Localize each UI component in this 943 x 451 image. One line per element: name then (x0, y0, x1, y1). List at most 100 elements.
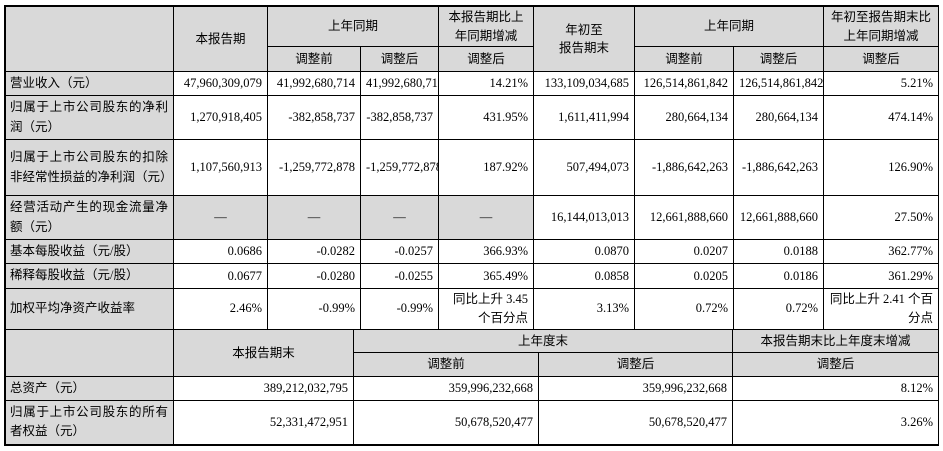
table-cell: 1,270,918,405 (173, 95, 268, 141)
table-header-row: 本报告期 上年同期 本报告期比上年同期增减 年初至 报告期末 上年同期 年初至报… (5, 6, 940, 72)
table-cell: -0.99% (267, 287, 361, 330)
table-cell: 52,331,472,951 (173, 400, 354, 445)
table-cell: 362.77% (823, 238, 940, 265)
col-subheader-post-adjustment: 调整后 (733, 46, 825, 72)
table-cell: 0.0188 (733, 238, 825, 265)
col-subheader-post-adjustment: 调整后 (537, 351, 734, 377)
row-label: 归属于上市公司股东的所有者权益（元） (5, 400, 174, 445)
corner-cell (5, 328, 174, 377)
table-cell: 27.50% (823, 195, 940, 240)
table-cell: 133,109,034,685 (533, 70, 636, 97)
table-row-net-profit-excl-nonrecurring: 归属于上市公司股东的扣除非经常性损益的净利润（元） 1,107,560,913 … (5, 139, 940, 197)
table-cell: -0.0255 (359, 263, 440, 289)
table-cell: -1,259,772,878 (359, 139, 440, 197)
table-cell: 365.49% (438, 263, 535, 289)
table-cell: 431.95% (438, 95, 535, 141)
table-cell: -382,858,737 (359, 95, 440, 141)
table-cell: 14.21% (438, 70, 535, 97)
table-cell: 0.0677 (173, 263, 268, 289)
results-summary-table-wrap: 本报告期 上年同期 本报告期比上年同期增减 年初至 报告期末 上年同期 年初至报… (4, 5, 940, 446)
table-cell: -0.0280 (267, 263, 361, 289)
quarterly-results-table: 本报告期 上年同期 本报告期比上年同期增减 年初至 报告期末 上年同期 年初至报… (5, 6, 940, 330)
table-cell: 359,996,232,668 (353, 375, 539, 402)
table-cell: 126,514,861,842 (733, 70, 825, 97)
col-subheader-post-adjustment: 调整后 (823, 46, 940, 72)
table-cell: -0.0257 (359, 238, 440, 265)
table-cell-na: — (267, 195, 361, 240)
table-row-owners-equity: 归属于上市公司股东的所有者权益（元） 52,331,472,951 50,678… (5, 400, 940, 445)
table-row-basic-eps: 基本每股收益（元/股） 0.0686 -0.0282 -0.0257 366.9… (5, 238, 940, 265)
col-header-ytd: 年初至 报告期末 (533, 6, 636, 72)
table-cell: 2.46% (173, 287, 268, 330)
table-cell: 359,996,232,668 (537, 375, 734, 402)
table-cell: 12,661,888,660 (733, 195, 825, 240)
row-label: 归属于上市公司股东的扣除非经常性损益的净利润（元） (5, 139, 174, 197)
table-cell: 3.26% (732, 400, 940, 445)
table-cell: -1,259,772,878 (267, 139, 361, 197)
table-cell: 0.72% (634, 287, 735, 330)
table-cell: 280,664,134 (733, 95, 825, 141)
col-header-ytd-yoy-change: 年初至报告期末比上年同期增减 (823, 6, 940, 47)
table-cell: 0.0207 (634, 238, 735, 265)
table-cell-na: — (173, 195, 268, 240)
table-cell: 0.72% (733, 287, 825, 330)
table-row-operating-revenue: 营业收入（元） 47,960,309,079 41,992,680,714 41… (5, 70, 940, 97)
table-cell: 389,212,032,795 (173, 375, 354, 402)
period-end-table: 本报告期末 上年度末 本报告期末比上年度末增减 调整前 调整后 调整后 总资产（… (5, 328, 940, 445)
table-header-row: 本报告期末 上年度末 本报告期末比上年度末增减 (5, 328, 940, 377)
table-cell: 16,144,013,013 (533, 195, 636, 240)
table-cell: 280,664,134 (634, 95, 735, 141)
table-cell: 0.0186 (733, 263, 825, 289)
table-cell: 474.14% (823, 95, 940, 141)
table-cell: 507,494,073 (533, 139, 636, 197)
table-cell: 12,661,888,660 (634, 195, 735, 240)
col-subheader-pre-adjustment: 调整前 (353, 351, 539, 377)
corner-cell (5, 6, 174, 72)
table-cell: 5.21% (823, 70, 940, 97)
col-header-prior-year-end: 上年度末 (352, 328, 734, 353)
row-label: 营业收入（元） (5, 70, 174, 97)
col-header-prior-year-same-period: 上年同期 (266, 6, 440, 47)
col-header-current-period-end: 本报告期末 (173, 328, 354, 377)
table-cell: 366.93% (438, 238, 535, 265)
table-cell: 126,514,861,842 (634, 70, 735, 97)
row-label: 稀释每股收益（元/股） (5, 263, 174, 289)
row-label: 经营活动产生的现金流量净额（元） (5, 195, 174, 240)
row-label: 总资产（元） (5, 375, 174, 402)
table-cell: 41,992,680,714 (267, 70, 361, 97)
table-cell: 47,960,309,079 (173, 70, 268, 97)
col-subheader-post-adjustment: 调整后 (359, 46, 440, 72)
table-row-operating-cash-flow: 经营活动产生的现金流量净额（元） — — — — 16,144,013,013 … (5, 195, 940, 240)
table-cell: -0.99% (359, 287, 440, 330)
table-cell: 0.0205 (634, 263, 735, 289)
table-cell: -0.0282 (267, 238, 361, 265)
col-subheader-post-adjustment: 调整后 (732, 351, 940, 377)
col-subheader-pre-adjustment: 调整前 (267, 46, 361, 72)
table-cell: 187.92% (438, 139, 535, 197)
table-subheader-row: 调整前 调整后 调整后 调整前 调整后 调整后 (6, 46, 940, 72)
col-header-current-period: 本报告期 (173, 6, 268, 72)
row-label: 基本每股收益（元/股） (5, 238, 174, 265)
table-cell: -382,858,737 (267, 95, 361, 141)
col-header-prior-year-same-period-ytd: 上年同期 (634, 6, 825, 47)
table-row-net-profit: 归属于上市公司股东的净利润（元） 1,270,918,405 -382,858,… (5, 95, 940, 141)
table-row-diluted-eps: 稀释每股收益（元/股） 0.0677 -0.0280 -0.0255 365.4… (5, 263, 940, 289)
row-label: 归属于上市公司股东的净利润（元） (5, 95, 174, 141)
table-cell: 同比上升 3.45 个百分点 (438, 287, 535, 330)
table-cell: 41,992,680,714 (359, 70, 440, 97)
col-subheader-post-adjustment: 调整后 (438, 46, 535, 72)
table-row-total-assets: 总资产（元） 389,212,032,795 359,996,232,668 3… (5, 375, 940, 402)
col-header-yoy-change: 本报告期比上年同期增减 (438, 6, 535, 47)
table-cell: 0.0870 (533, 238, 636, 265)
table-subheader-row: 调整前 调整后 调整后 (6, 351, 940, 377)
table-cell: 0.0858 (533, 263, 636, 289)
table-cell: 8.12% (732, 375, 940, 402)
table-cell-na: — (438, 195, 535, 240)
table-cell: 1,107,560,913 (173, 139, 268, 197)
table-cell: 50,678,520,477 (537, 400, 734, 445)
table-cell: 0.0686 (173, 238, 268, 265)
table-cell: 50,678,520,477 (353, 400, 539, 445)
col-header-change-vs-prior-year-end: 本报告期末比上年度末增减 (732, 328, 940, 353)
table-cell: -1,886,642,263 (733, 139, 825, 197)
